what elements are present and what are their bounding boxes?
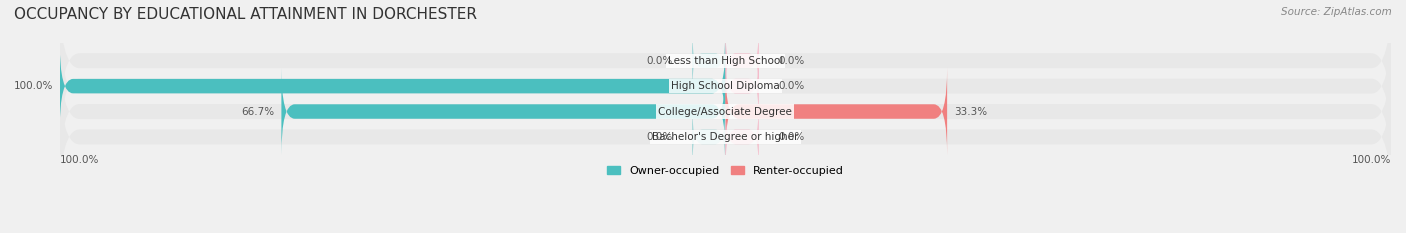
FancyBboxPatch shape [59, 68, 1391, 206]
Text: College/Associate Degree: College/Associate Degree [658, 106, 793, 116]
FancyBboxPatch shape [59, 43, 1391, 180]
Text: 66.7%: 66.7% [242, 106, 274, 116]
Text: Bachelor's Degree or higher: Bachelor's Degree or higher [652, 132, 799, 142]
FancyBboxPatch shape [59, 17, 1391, 155]
FancyBboxPatch shape [725, 106, 759, 168]
FancyBboxPatch shape [725, 30, 759, 92]
Text: 100.0%: 100.0% [1351, 155, 1391, 165]
Text: 0.0%: 0.0% [779, 81, 804, 91]
FancyBboxPatch shape [692, 30, 725, 92]
Text: 0.0%: 0.0% [645, 132, 672, 142]
FancyBboxPatch shape [692, 106, 725, 168]
Text: Source: ZipAtlas.com: Source: ZipAtlas.com [1281, 7, 1392, 17]
Text: 100.0%: 100.0% [14, 81, 53, 91]
Text: OCCUPANCY BY EDUCATIONAL ATTAINMENT IN DORCHESTER: OCCUPANCY BY EDUCATIONAL ATTAINMENT IN D… [14, 7, 477, 22]
FancyBboxPatch shape [59, 0, 1391, 129]
FancyBboxPatch shape [725, 68, 948, 155]
Text: 0.0%: 0.0% [645, 56, 672, 66]
Text: 33.3%: 33.3% [953, 106, 987, 116]
Text: 0.0%: 0.0% [779, 132, 804, 142]
Text: Less than High School: Less than High School [668, 56, 783, 66]
Text: 0.0%: 0.0% [779, 56, 804, 66]
Text: 100.0%: 100.0% [60, 155, 100, 165]
FancyBboxPatch shape [60, 43, 725, 130]
Text: High School Diploma: High School Diploma [671, 81, 780, 91]
FancyBboxPatch shape [281, 68, 725, 155]
FancyBboxPatch shape [725, 55, 759, 117]
Legend: Owner-occupied, Renter-occupied: Owner-occupied, Renter-occupied [603, 161, 848, 180]
